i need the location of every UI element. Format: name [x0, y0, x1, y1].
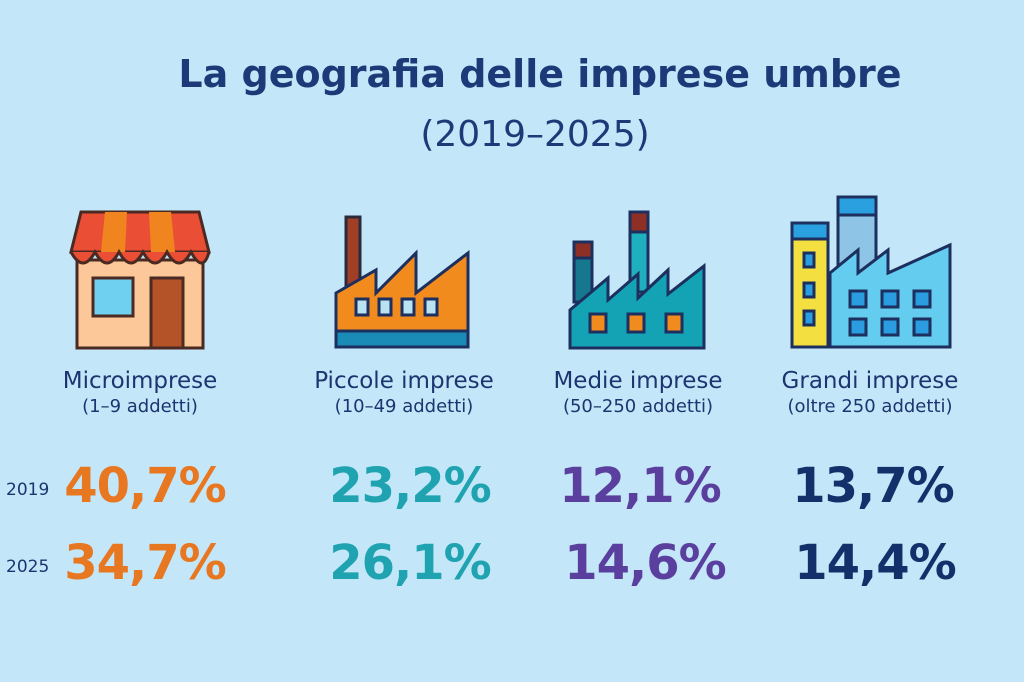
value-medie-2025: 14,6% [564, 535, 727, 591]
value-piccole-2025: 26,1% [329, 535, 492, 591]
value-grandi-2019: 13,7% [792, 458, 955, 514]
category-name: Microimprese [62, 368, 218, 394]
value-micro-2025: 34,7% [64, 535, 227, 591]
category-piccole: Piccole imprese (10–49 addetti) [279, 190, 529, 417]
shop-icon [15, 190, 265, 350]
category-micro: Microimprese (1–9 addetti) [15, 190, 265, 417]
medium-factory-icon [513, 190, 763, 350]
year-label-2025: 2025 [6, 557, 50, 577]
large-factory-icon [745, 190, 995, 350]
category-detail: (50–250 addetti) [562, 396, 714, 417]
page-title: La geografia delle imprese umbre [178, 52, 902, 96]
category-grandi: Grandi imprese (oltre 250 addetti) [745, 190, 995, 417]
category-medie: Medie imprese (50–250 addetti) [513, 190, 763, 417]
category-name: Piccole imprese [314, 368, 494, 394]
category-detail: (1–9 addetti) [82, 396, 198, 417]
value-piccole-2019: 23,2% [329, 458, 492, 514]
category-detail: (10–49 addetti) [334, 396, 474, 417]
category-detail: (oltre 250 addetti) [787, 396, 953, 417]
category-name: Grandi imprese [781, 368, 959, 394]
small-factory-icon [279, 190, 529, 350]
value-micro-2019: 40,7% [64, 458, 227, 514]
year-label-2019: 2019 [6, 480, 50, 500]
value-medie-2019: 12,1% [559, 458, 722, 514]
category-name: Medie imprese [553, 368, 723, 394]
page-subtitle: (2019–2025) [420, 114, 650, 155]
value-grandi-2025: 14,4% [794, 535, 957, 591]
